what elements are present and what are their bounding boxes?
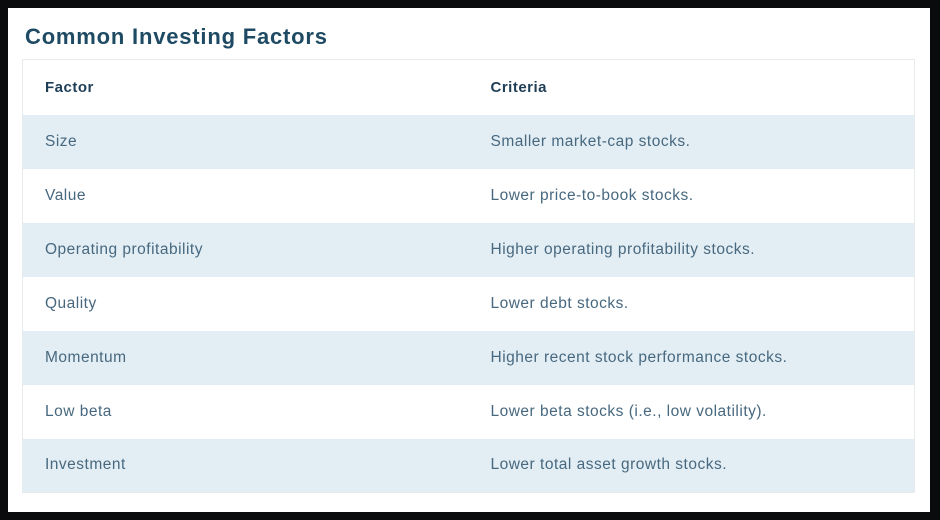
table-row: Size Smaller market-cap stocks. [22,114,915,169]
investing-factors-table: Factor Criteria Size Smaller market-cap s… [22,59,915,493]
table-row: Low beta Lower beta stocks (i.e., low vol… [22,384,915,439]
factor-cell: Size [45,132,78,150]
factor-cell: Operating profitability [45,240,203,258]
table-body: Size Smaller market-cap stocks. Value Lower… [22,114,915,493]
table-row: Quality Lower debt stocks. [22,276,915,331]
column-header-factor: Factor [22,59,469,115]
criteria-cell: Lower beta stocks (i.e., low volatility)… [490,402,767,420]
criteria-cell: Lower debt stocks. [490,294,629,312]
criteria-cell: Lower price-to-book stocks. [490,186,694,204]
column-header-criteria: Criteria [468,59,915,115]
table-row: Investment Lower total asset growth stock… [22,438,915,493]
criteria-cell: Lower total asset growth stocks. [490,456,728,474]
table-row: Value Lower price-to-book stocks. [22,168,915,223]
table-row: Momentum Higher recent stock performance … [22,330,915,385]
factor-cell: Quality [45,294,97,312]
factor-cell: Value [45,186,86,204]
factor-cell: Low beta [45,402,112,420]
criteria-cell: Smaller market-cap stocks. [490,132,691,150]
factor-cell: Investment [45,456,126,474]
table-header-row: Factor Criteria [22,59,915,115]
page-title: Common Investing Factors [25,24,328,49]
table-row: Operating profitability Higher operating … [22,222,915,277]
factor-cell: Momentum [45,348,127,366]
criteria-cell: Higher operating profitability stocks. [490,240,756,258]
criteria-cell: Higher recent stock performance stocks. [490,348,788,366]
